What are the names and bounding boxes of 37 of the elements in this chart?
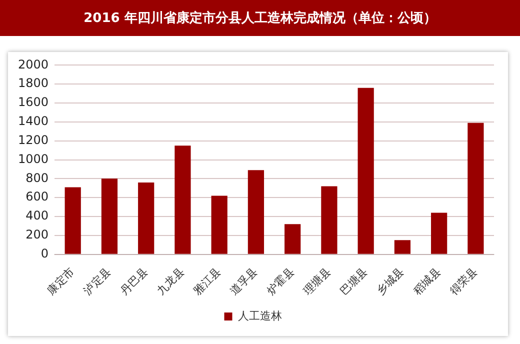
bar (358, 88, 374, 254)
y-tick-label: 200 (26, 228, 49, 242)
x-tick-label: 康定市 (44, 264, 77, 298)
x-tick-label: 得荣县 (447, 264, 480, 298)
y-tick-label: 1400 (18, 114, 49, 128)
x-tick-label: 乡城县 (374, 264, 407, 298)
bar (64, 187, 81, 254)
bar (248, 170, 264, 254)
x-tick-label: 道孚县 (228, 264, 260, 298)
x-tick-label: 稻城县 (410, 264, 444, 298)
y-tick-label: 1600 (18, 95, 49, 110)
x-tick-label: 九龙县 (154, 264, 187, 298)
bar (101, 178, 118, 254)
legend-label: 人工造林 (238, 309, 282, 322)
bar (431, 212, 448, 254)
y-tick-label: 800 (26, 170, 49, 185)
bar (211, 196, 228, 254)
bar (174, 146, 191, 254)
y-tick-label: 0 (40, 246, 49, 260)
y-tick-label: 400 (26, 208, 49, 223)
y-tick-label: 600 (26, 190, 49, 204)
bar (468, 122, 484, 254)
x-tick-label: 巴塘县 (337, 264, 370, 298)
x-tick-label: 雅江县 (190, 264, 224, 298)
x-tick-label: 丹巴县 (118, 264, 150, 298)
y-tick-label: 2000 (18, 57, 49, 72)
y-tick-label: 1200 (18, 132, 49, 147)
x-tick-label: 炉霍县 (264, 264, 297, 298)
y-tick-label: 1800 (18, 76, 49, 90)
bar (138, 182, 154, 254)
bar (394, 240, 411, 254)
y-tick-label: 1000 (18, 152, 49, 166)
x-tick-label: 理塘县 (300, 264, 334, 298)
chart-title: 2016 年四川省康定市分县人工造林完成情况（单位：公顷） (0, 0, 520, 36)
bar (321, 186, 338, 254)
bar (284, 224, 301, 254)
x-tick-label: 泸定县 (81, 264, 114, 298)
